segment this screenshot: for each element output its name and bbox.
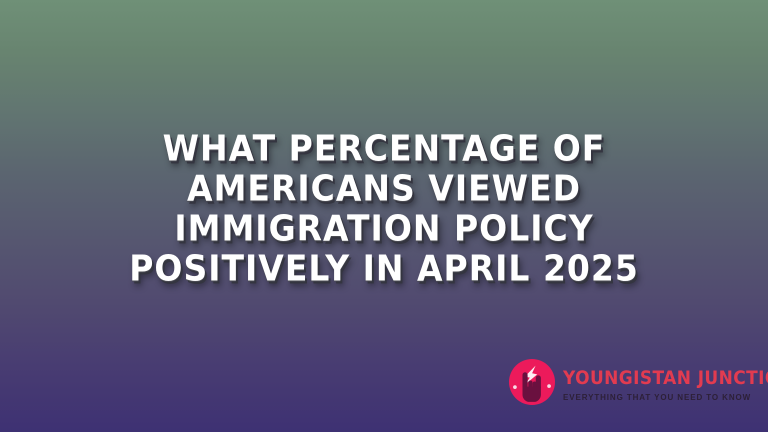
brand-logo-text: YOUNGISTAN JUNCTION EVERYTHING THAT YOU … (563, 359, 768, 402)
headline: WHAT PERCENTAGE OF AMERICANS VIEWED IMMI… (0, 128, 768, 288)
headline-line-3: IMMIGRATION POLICY (174, 206, 594, 250)
brand-tagline: EVERYTHING THAT YOU NEED TO KNOW (563, 393, 752, 402)
headline-line-1: WHAT PERCENTAGE OF (162, 126, 606, 170)
rock-hand-lightning-icon (509, 359, 555, 405)
brand-name: YOUNGISTAN JUNCTION (563, 367, 768, 390)
headline-line-4: POSITIVELY IN APRIL 2025 (129, 246, 639, 289)
brand-logo: YOUNGISTAN JUNCTION EVERYTHING THAT YOU … (509, 359, 768, 405)
headline-line-2: AMERICANS VIEWED (187, 166, 581, 210)
